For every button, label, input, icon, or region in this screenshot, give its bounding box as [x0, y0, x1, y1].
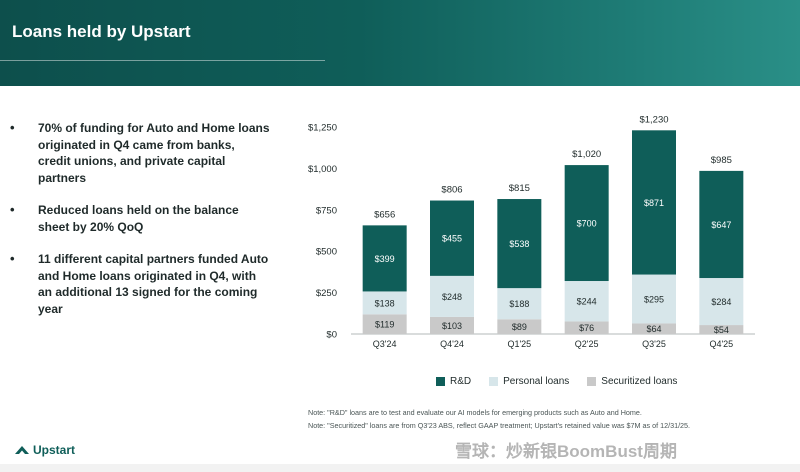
- bar-data-label: $871: [644, 198, 664, 208]
- bar-segment: [497, 288, 542, 320]
- footnotes: Note: "R&D" loans are to test and evalua…: [308, 406, 690, 432]
- bar-data-label: $76: [579, 323, 594, 333]
- bar-segment: [564, 281, 609, 322]
- bar-total-label: $815: [509, 183, 530, 194]
- bullet-item: 11 different capital partners funded Aut…: [10, 251, 270, 317]
- legend-item-securitized: Securitized loans: [587, 376, 677, 387]
- bar-segment: [564, 321, 609, 334]
- bar-data-label: $103: [442, 321, 462, 331]
- bar-data-label: $188: [509, 299, 529, 309]
- y-tick-label: $250: [316, 288, 337, 299]
- bar-data-label: $89: [512, 322, 527, 332]
- bar-segment: [362, 291, 407, 315]
- legend-swatch-securitized: [587, 377, 597, 386]
- legend-label: Securitized loans: [601, 376, 678, 387]
- bar-data-label: $138: [375, 298, 395, 308]
- bar-segment: [497, 199, 542, 289]
- bar-data-label: $248: [442, 292, 462, 302]
- y-tick-label: $500: [316, 247, 337, 258]
- header-divider: [0, 60, 325, 61]
- bar-total-label: $985: [711, 155, 732, 166]
- bar-total-label: $656: [374, 209, 395, 220]
- legend-swatch-rd: [436, 377, 445, 386]
- bar-segment: [699, 325, 744, 334]
- bar-segment: [632, 323, 676, 334]
- loans-stacked-bar-chart: $0 $250 $500 $750 $1,000 $1,250 $119 $138 $399 $6…: [308, 114, 755, 349]
- bar-segment: [430, 316, 474, 334]
- bar-data-label: $54: [714, 325, 729, 335]
- bar-segment: [699, 170, 744, 279]
- bar-segment: [632, 130, 676, 275]
- x-tick-label: Q2'25: [575, 339, 599, 349]
- bar-data-label: $647: [711, 220, 731, 230]
- legend-item-personal: Personal loans: [489, 376, 569, 387]
- x-tick-label: Q3'24: [373, 339, 397, 349]
- bar-segment: [632, 274, 676, 324]
- footnote: Note: "Securitized" loans are from Q3'23…: [308, 421, 691, 430]
- legend-label: R&D: [450, 376, 472, 387]
- legend-item-rd: R&D: [436, 376, 471, 387]
- bar-segment: [430, 200, 474, 276]
- bullet-list: 70% of funding for Auto and Home loans o…: [10, 120, 270, 333]
- bar-total-label: $806: [441, 185, 462, 196]
- y-tick-label: $0: [326, 330, 337, 341]
- footnote: Note: "R&D" loans are to test and evalua…: [308, 408, 642, 417]
- upstart-logo-icon: [15, 446, 29, 454]
- y-tick-label: $1,000: [308, 164, 337, 175]
- legend-swatch-personal: [489, 377, 499, 386]
- bar-segment: [564, 165, 609, 282]
- bar-segment: [430, 275, 474, 317]
- bar-data-label: $244: [577, 297, 597, 307]
- x-tick-label: Q1'25: [507, 339, 531, 349]
- y-tick-label: $1,250: [308, 123, 337, 134]
- upstart-logo: Upstart: [14, 443, 75, 457]
- bar-segment: [699, 278, 744, 326]
- legend-label: Personal loans: [503, 376, 570, 387]
- bar-data-label: $284: [711, 297, 731, 307]
- chart-legend: R&D Personal loans Securitized loans: [436, 376, 695, 387]
- bar-data-label: $119: [375, 320, 394, 330]
- bar-data-label: $455: [442, 234, 462, 244]
- x-tick-label: Q4'24: [440, 339, 464, 349]
- bar-segment: [362, 225, 407, 292]
- bar-data-label: $700: [577, 219, 597, 229]
- page-title: Loans held by Upstart: [12, 22, 191, 41]
- bullet-item: 70% of funding for Auto and Home loans o…: [10, 120, 270, 186]
- bar-total-label: $1,020: [572, 149, 601, 160]
- bar-total-label: $1,230: [639, 114, 668, 125]
- x-tick-label: Q4'25: [709, 339, 733, 349]
- x-tick-label: Q3'25: [642, 339, 666, 349]
- bar-segment: [497, 319, 542, 334]
- watermark: 雪球：炒新银BoomBust周期: [455, 442, 677, 461]
- y-tick-label: $750: [316, 205, 337, 216]
- footer-strip: [0, 464, 800, 472]
- header-banner: Loans held by Upstart: [0, 0, 800, 86]
- logo-text: Upstart: [33, 443, 76, 457]
- bar-data-label: $295: [644, 294, 664, 304]
- bar-data-label: $538: [509, 239, 529, 249]
- bar-data-label: $64: [646, 324, 661, 334]
- bar-data-label: $399: [375, 254, 395, 264]
- bar-segment: [362, 314, 407, 334]
- bullet-item: Reduced loans held on the balance sheet …: [10, 202, 270, 235]
